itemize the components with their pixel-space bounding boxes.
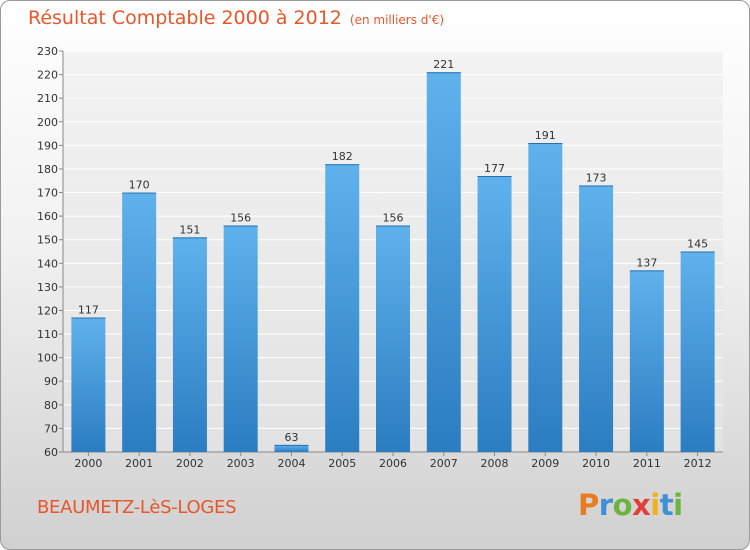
x-tick-label: 2001 [125,457,153,470]
bar [71,317,106,452]
y-tick-label: 80 [44,399,58,412]
logo-letter: o [612,488,633,522]
y-tick-label: 70 [44,422,58,435]
y-tick-label: 140 [37,257,58,270]
bar [629,270,664,452]
bar [172,237,207,452]
y-tick-label: 60 [44,446,58,459]
data-label: 156 [383,212,404,225]
data-label: 63 [284,431,298,444]
y-tick-label: 90 [44,375,58,388]
y-tick-label: 220 [37,69,58,82]
logo-letter: x [632,488,651,522]
y-tick-label: 130 [37,281,58,294]
x-tick-label: 2008 [481,457,509,470]
x-tick-label: 2011 [633,457,661,470]
bar [579,185,614,452]
chart-title: Résultat Comptable 2000 à 2012 (en millie… [28,7,444,29]
logo-letter: i [673,488,683,522]
data-label: 170 [129,179,150,192]
bar [223,225,258,452]
x-tick-label: 2009 [531,457,559,470]
y-tick-label: 120 [37,304,58,317]
data-label: 137 [636,256,657,269]
x-tick-label: 2010 [582,457,610,470]
x-tick-label: 2003 [227,457,255,470]
y-tick-label: 100 [37,352,58,365]
y-tick-label: 170 [37,187,58,200]
data-label: 173 [586,171,607,184]
x-tick-label: 2004 [277,457,305,470]
data-label: 221 [433,58,454,71]
data-label: 151 [179,223,200,236]
bar [274,444,309,452]
data-label: 117 [78,304,99,317]
y-tick-label: 190 [37,139,58,152]
proxiti-logo: Proxiti [578,488,683,522]
data-label: 156 [230,212,251,225]
bar [325,164,360,453]
x-tick-label: 2007 [430,457,458,470]
bar [680,251,715,452]
data-label: 177 [484,162,505,175]
data-label: 182 [332,150,353,163]
bar [528,142,563,452]
title-text: Résultat Comptable 2000 à 2012 [28,7,342,29]
commune-name: BEAUMETZ-LèS-LOGES [37,497,237,518]
y-tick-label: 110 [37,328,58,341]
logo-letter: r [598,488,613,522]
data-label: 145 [687,238,708,251]
x-tick-label: 2005 [328,457,356,470]
y-tick-label: 210 [37,92,58,105]
x-tick-label: 2006 [379,457,407,470]
y-tick-label: 160 [37,210,58,223]
x-tick-label: 2012 [684,457,712,470]
logo-letter: t [659,488,674,522]
subtitle-text: (en milliers d'€) [349,13,445,27]
x-tick-label: 2002 [176,457,204,470]
data-label: 191 [535,129,556,142]
x-tick-label: 2000 [74,457,102,470]
logo-letter: P [578,488,599,522]
y-tick-label: 180 [37,163,58,176]
y-tick-label: 150 [37,234,58,247]
bar [477,176,512,453]
bar [122,192,157,452]
bar [376,225,410,452]
logo-letter: i [650,488,660,522]
y-tick-label: 200 [37,116,58,129]
y-tick-label: 230 [37,45,58,58]
bar [426,72,461,453]
